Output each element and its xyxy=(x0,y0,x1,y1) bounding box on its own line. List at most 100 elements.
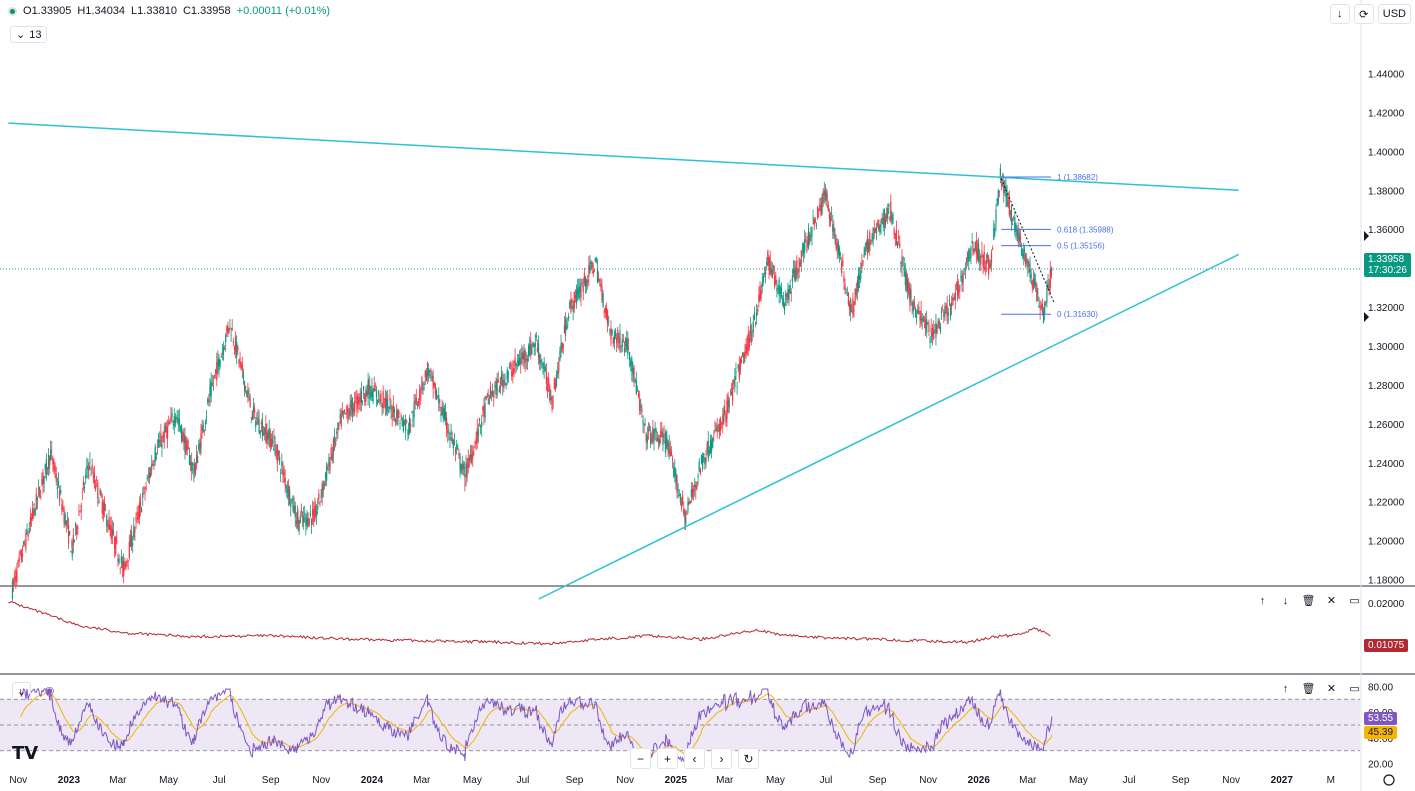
candle-body xyxy=(137,512,139,521)
candle-body xyxy=(400,415,402,418)
candle-body xyxy=(794,269,796,280)
down-arrow-icon[interactable]: ↓ xyxy=(1329,4,1350,24)
collapse-icon[interactable]: ✕ xyxy=(1326,683,1337,695)
candle-body xyxy=(892,214,894,221)
candle-body xyxy=(907,279,909,292)
candle-body xyxy=(348,413,350,415)
maximize-icon[interactable]: ▭ xyxy=(1349,683,1360,695)
candle-body xyxy=(468,457,470,462)
trash-icon[interactable]: 🗑 xyxy=(1301,595,1316,607)
candle-body xyxy=(34,509,36,516)
candle-body xyxy=(1019,236,1022,243)
candle-body xyxy=(643,424,645,426)
candle-body xyxy=(1044,302,1046,315)
low-label: L xyxy=(131,5,138,17)
candle-body xyxy=(739,358,742,371)
candle-body xyxy=(285,485,287,489)
candle-body xyxy=(315,511,318,517)
open-value: 1.33905 xyxy=(31,5,72,17)
time-tick-label: Sep xyxy=(1172,775,1190,786)
down-icon[interactable]: ↓ xyxy=(1282,594,1289,607)
candle-body xyxy=(891,217,893,224)
currency-button[interactable]: USD xyxy=(1377,4,1411,24)
zoom-out-icon[interactable]: − xyxy=(630,748,651,769)
scroll-left-icon[interactable]: ‹ xyxy=(684,748,705,769)
candle-body xyxy=(627,348,630,350)
candle-body xyxy=(735,372,737,373)
indicators-toggle[interactable]: ⌄ 13 xyxy=(10,26,48,43)
candle-body xyxy=(929,336,931,344)
candle-body xyxy=(173,415,175,427)
candle-body xyxy=(744,351,746,356)
candle-body xyxy=(463,467,466,469)
candle-body xyxy=(222,347,225,355)
candle-body xyxy=(635,380,637,394)
collapse-icon[interactable]: ✕ xyxy=(1326,595,1337,607)
candle-body xyxy=(88,465,90,471)
candle-body xyxy=(902,258,904,260)
candle-body xyxy=(1039,309,1041,311)
candle-body xyxy=(291,498,293,500)
candle-body xyxy=(786,293,788,300)
candle-body xyxy=(380,393,382,404)
rsi-settings-icon[interactable]: ◉ xyxy=(44,685,55,697)
zoom-in-icon[interactable]: + xyxy=(657,748,678,769)
candle-body xyxy=(517,360,520,367)
candle-body xyxy=(276,445,278,464)
reset-icon[interactable]: ↻ xyxy=(738,748,759,769)
candle-body xyxy=(769,257,771,275)
candle-body xyxy=(153,464,155,467)
candle-body xyxy=(574,295,577,299)
candle-body xyxy=(473,453,475,456)
price-tick-label: 1.38000 xyxy=(1368,186,1405,197)
candle-body xyxy=(110,525,112,540)
candle-body xyxy=(781,302,784,304)
candle-body xyxy=(610,329,612,341)
price-tick-label: 1.26000 xyxy=(1368,420,1405,431)
candle-body xyxy=(45,458,47,475)
time-tick-label: May xyxy=(159,775,178,786)
candle-body xyxy=(588,264,590,277)
fib-level-label: 1 (1.38682) xyxy=(1057,173,1098,182)
candle-body xyxy=(825,194,827,197)
candle-body xyxy=(898,237,900,239)
refresh-icon[interactable]: ⟳ xyxy=(1353,4,1374,24)
candle-body xyxy=(738,364,740,379)
scroll-right-icon[interactable]: › xyxy=(711,748,732,769)
candle-body xyxy=(18,556,20,562)
candle-body xyxy=(195,454,198,465)
candle-body xyxy=(904,271,906,286)
candle-body xyxy=(627,338,629,355)
candle-body xyxy=(719,418,722,431)
candle-body xyxy=(406,420,408,422)
candle-body xyxy=(405,419,407,432)
candle-body xyxy=(570,299,572,312)
candle-body xyxy=(695,485,697,490)
candle-body xyxy=(669,448,671,456)
chevron-down-icon[interactable]: ⌄ xyxy=(12,682,31,701)
fib-level-label: 0.618 (1.35988) xyxy=(1057,225,1114,234)
candle-body xyxy=(450,430,452,435)
candle-body xyxy=(603,311,605,313)
candle-body xyxy=(361,401,364,402)
candle-body xyxy=(912,302,914,312)
candle-body xyxy=(979,255,981,262)
time-tick-label: 2024 xyxy=(361,775,384,786)
candle-body xyxy=(228,327,230,332)
candle-body xyxy=(1037,292,1039,294)
up-icon[interactable]: ↑ xyxy=(1259,594,1266,607)
candle-body xyxy=(879,224,881,233)
maximize-icon[interactable]: ▭ xyxy=(1349,595,1360,607)
candle-body xyxy=(894,233,896,239)
candle-body xyxy=(650,433,652,444)
candle-body xyxy=(477,430,479,437)
trash-icon[interactable]: 🗑 xyxy=(1301,683,1316,695)
candle-body xyxy=(16,569,18,582)
candle-body xyxy=(442,407,444,419)
candle-body xyxy=(89,461,91,463)
candle-body xyxy=(531,348,533,354)
candle-body xyxy=(441,405,443,414)
up-icon[interactable]: ↑ xyxy=(1282,682,1289,695)
candle-body xyxy=(298,520,300,531)
